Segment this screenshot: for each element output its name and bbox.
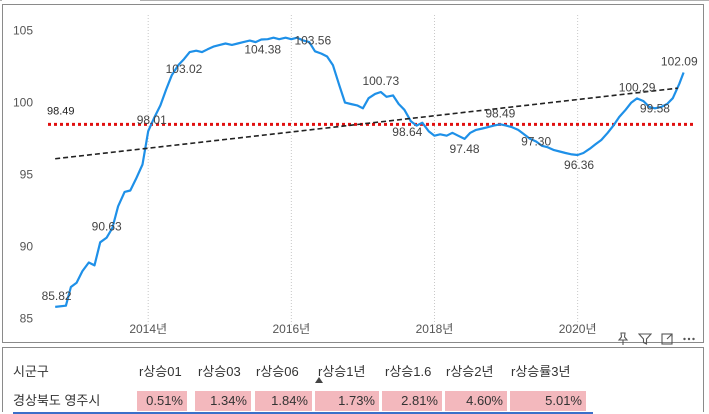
y-tick-label-2: 95 (20, 168, 34, 182)
chart-canvas: 2014년 2016년 2018년 2020년 85 90 95 100 105 98.49 85.… (13, 15, 698, 336)
cell-region: 경상북도 영주시 (13, 393, 101, 408)
header-r03[interactable]: r상승03 (198, 364, 241, 379)
visual-toolbar (615, 331, 697, 347)
data-label-13: 99.58 (640, 102, 670, 116)
top-border (0, 0, 709, 4)
cell-r3y: 5.01% (510, 391, 586, 411)
data-label-5: 103.56 (294, 33, 331, 47)
x-tick-label-3: 2020년 (559, 322, 597, 336)
data-label-7: 98.64 (392, 125, 422, 139)
data-label-0: 85.82 (42, 289, 72, 303)
x-tick-label-0: 2014년 (129, 322, 167, 336)
header-r3y[interactable]: r상승률3년 (511, 364, 571, 379)
data-label-11: 96.36 (564, 158, 594, 172)
y-tick-label-4: 105 (13, 24, 33, 38)
y-tick-label-3: 100 (13, 96, 33, 110)
header-r2y[interactable]: r상승2년 (446, 364, 494, 379)
header-r1y[interactable]: r상승1년 (318, 364, 366, 379)
series-line (55, 36, 685, 308)
sort-ascending-icon[interactable] (315, 377, 323, 383)
data-label-1: 90.63 (92, 220, 122, 234)
cell-r1y: 1.73% (315, 391, 379, 411)
data-label-14: 102.09 (661, 54, 698, 68)
header-region[interactable]: 시군구 (13, 364, 49, 379)
data-label-8: 97.48 (450, 142, 480, 156)
header-r01[interactable]: r상승01 (139, 364, 182, 379)
x-tick-label-1: 2016년 (272, 322, 310, 336)
pin-icon[interactable] (615, 331, 631, 347)
more-options-icon[interactable] (681, 331, 697, 347)
data-label-9: 98.49 (485, 106, 515, 120)
summary-table: 시군구 r상승01 r상승03 r상승06 r상승1년 r상승1.6 r상승2년… (2, 347, 704, 414)
data-label-12: 100.29 (619, 80, 656, 94)
focus-mode-icon[interactable] (659, 331, 675, 347)
cell-r03: 1.34% (195, 391, 251, 411)
x-tick-label-2: 2018년 (416, 322, 454, 336)
data-label-6: 100.73 (362, 74, 399, 88)
header-r06[interactable]: r상승06 (256, 364, 299, 379)
y-tick-label-0: 85 (20, 312, 34, 326)
data-label-3: 103.02 (166, 62, 203, 76)
data-label-4: 104.38 (244, 42, 281, 56)
line-chart-visual[interactable]: 2014년 2016년 2018년 2020년 85 90 95 100 105 98.49 85.… (2, 4, 704, 345)
trend-line (55, 87, 678, 160)
y-tick-label-1: 90 (20, 240, 34, 254)
cell-r06: 1.84% (255, 391, 312, 411)
filter-icon[interactable] (637, 331, 653, 347)
reference-line-label: 98.49 (47, 105, 75, 117)
data-label-10: 97.30 (521, 134, 551, 148)
cell-r2y: 4.60% (445, 391, 507, 411)
cell-r01: 0.51% (137, 391, 187, 411)
cell-r16: 2.81% (382, 391, 442, 411)
header-r16[interactable]: r상승1.6 (385, 364, 432, 379)
data-label-2: 98.01 (137, 113, 167, 127)
